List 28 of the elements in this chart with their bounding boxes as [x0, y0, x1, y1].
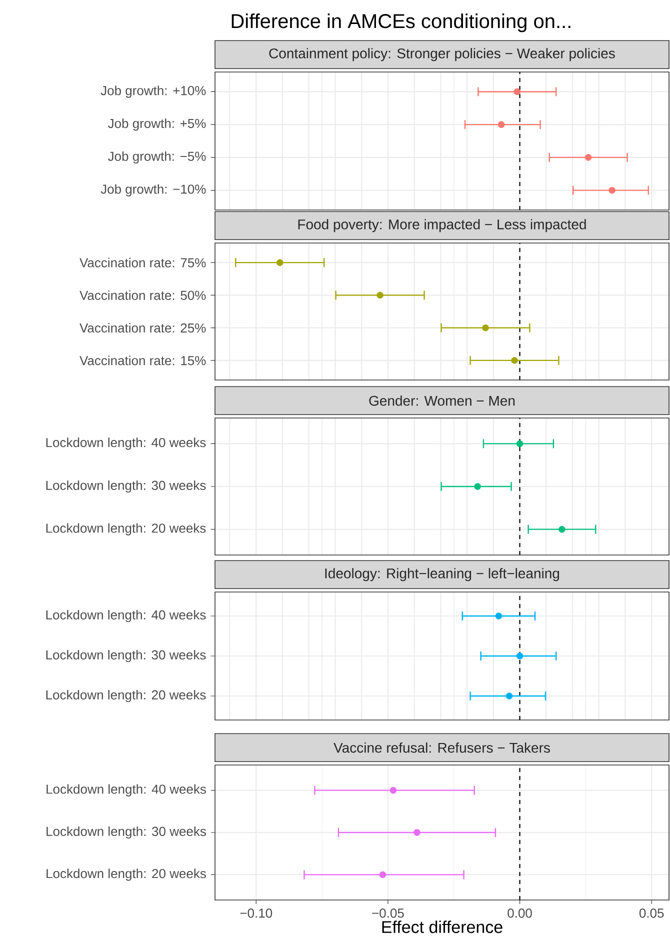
y-tick-label: Job growth: −5%: [108, 151, 206, 164]
chart-title: Gender: Women − Men: [369, 395, 515, 406]
y-tick-label: Job growth: +10%: [100, 86, 206, 98]
y-tick-label: Vaccination rate: 15%: [80, 356, 206, 366]
y-tick-label: Lockdown length: 40 weeks: [46, 610, 206, 622]
y-tick-label: Vaccination rate: 25%: [80, 323, 206, 333]
chart-title: Containment policy: Stronger policies − Weaker policies: [269, 48, 616, 62]
y-tick-label: Lockdown length: 20 weeks: [46, 690, 206, 702]
text: Difference in AMCEs conditioning on...: [232, 14, 571, 32]
x-tick-label: −0.10: [240, 908, 272, 918]
y-tick-label: Lockdown length: 30 weeks: [46, 650, 206, 662]
chart-title: Vaccine refusal: Refusers − Takers: [334, 742, 550, 753]
y-tick-label: Lockdown length: 40 weeks: [46, 438, 206, 450]
y-tick-label: Lockdown length: 20 weeks: [46, 523, 206, 536]
chart-title: Ideology: Right−leaning − left−leaning: [326, 568, 560, 582]
x-axis-title: Effect difference: [382, 920, 503, 934]
y-tick-label: Lockdown length: 20 weeks: [46, 868, 206, 881]
y-tick-label: Lockdown length: 40 weeks: [46, 784, 206, 796]
x-tick-label: 0.00: [508, 908, 532, 918]
y-tick-label: Lockdown length: 30 weeks: [46, 480, 206, 493]
y-tick-label: Job growth: +5%: [108, 118, 206, 131]
chart-title: Food poverty: More impacted − Less impacted: [298, 219, 586, 232]
x-tick-label: −0.05: [372, 908, 404, 918]
x-tick-label: 0.05: [640, 908, 664, 918]
y-tick-label: Vaccination rate: 50%: [80, 290, 206, 300]
y-tick-label: Vaccination rate: 75%: [80, 258, 206, 268]
y-tick-label: Lockdown length: 30 weeks: [46, 826, 206, 839]
y-tick-label: Job growth: −10%: [100, 184, 206, 196]
